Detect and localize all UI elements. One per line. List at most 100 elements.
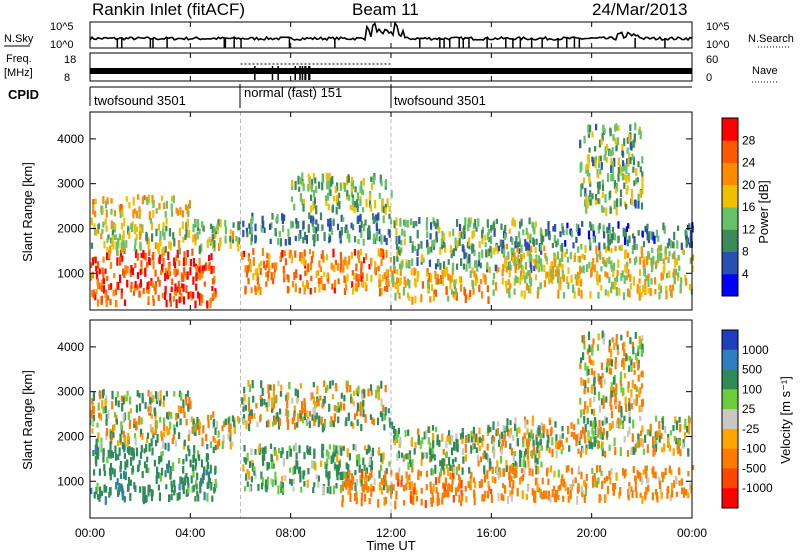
heatmap-cell	[524, 239, 527, 247]
heatmap-cell	[346, 274, 349, 282]
heatmap-cell	[380, 453, 383, 463]
heatmap-cell	[628, 486, 631, 495]
heatmap-cell	[578, 273, 581, 280]
heatmap-cell	[445, 266, 449, 276]
heatmap-cell	[464, 435, 468, 444]
heatmap-cell	[610, 238, 613, 244]
heatmap-cell	[303, 413, 307, 421]
heatmap-cell	[562, 445, 565, 451]
heatmap-cell	[110, 208, 113, 215]
heatmap-cell	[531, 415, 534, 422]
heatmap-cell	[622, 343, 625, 351]
colorbar-swatch	[722, 409, 738, 430]
heatmap-cell	[443, 232, 446, 241]
heatmap-cell	[195, 265, 198, 272]
heatmap-cell	[376, 417, 380, 426]
heatmap-cell	[394, 292, 397, 301]
heatmap-cell	[495, 218, 498, 224]
heatmap-cell	[611, 281, 614, 288]
heatmap-cell	[586, 200, 589, 209]
heatmap-cell	[148, 484, 151, 492]
heatmap-cell	[635, 399, 638, 406]
heatmap-cell	[467, 218, 470, 226]
heatmap-cell	[594, 481, 597, 488]
heatmap-cell	[570, 484, 573, 491]
heatmap-cell	[377, 499, 380, 508]
heatmap-cell	[276, 454, 279, 461]
heatmap-cell	[294, 442, 297, 452]
heatmap-cell	[170, 203, 173, 211]
heatmap-cell	[390, 190, 393, 199]
heatmap-cell	[90, 273, 93, 281]
heatmap-cell	[435, 231, 438, 241]
heatmap-cell	[630, 486, 633, 492]
heatmap-cell	[189, 291, 192, 298]
heatmap-cell	[597, 291, 600, 299]
heatmap-cell	[660, 252, 663, 262]
heatmap-cell	[673, 480, 676, 488]
heatmap-cell	[196, 424, 199, 430]
heatmap-cell	[221, 441, 224, 450]
heatmap-cell	[638, 278, 641, 284]
heatmap-cell	[229, 241, 232, 249]
heatmap-cell	[110, 436, 113, 445]
heatmap-cell	[488, 266, 491, 274]
heatmap-cell	[380, 258, 383, 266]
heatmap-cell	[169, 293, 172, 303]
heatmap-cell	[614, 137, 617, 145]
heatmap-cell	[505, 265, 508, 273]
heatmap-cell	[570, 467, 574, 475]
heatmap-cell	[634, 384, 637, 390]
heatmap-cell	[594, 420, 597, 430]
heatmap-cell	[296, 422, 299, 428]
heatmap-cell	[614, 446, 617, 456]
heatmap-cell	[214, 478, 217, 484]
heatmap-cell	[156, 433, 159, 443]
heatmap-cell	[623, 201, 627, 208]
heatmap-cell	[610, 390, 613, 398]
heatmap-cell	[320, 276, 323, 284]
heatmap-cell	[573, 424, 576, 431]
heatmap-cell	[260, 261, 263, 267]
heatmap-cell	[641, 252, 644, 259]
heatmap-cell	[277, 416, 280, 423]
heatmap-cell	[206, 492, 209, 502]
heatmap-cell	[432, 440, 435, 449]
heatmap-cell	[329, 486, 332, 495]
heatmap-cell	[375, 214, 378, 223]
heatmap-cell	[170, 286, 173, 293]
heatmap-cell	[530, 264, 533, 273]
heatmap-cell	[658, 291, 661, 300]
heatmap-cell	[308, 212, 311, 220]
heatmap-cell	[177, 286, 181, 293]
heatmap-cell	[409, 490, 412, 499]
heatmap-cell	[100, 296, 103, 306]
heatmap-cell	[596, 257, 599, 263]
heatmap-cell	[370, 274, 373, 283]
heatmap-cell	[109, 441, 112, 451]
heatmap-cell	[547, 478, 550, 486]
heatmap-cell	[106, 456, 109, 464]
heatmap-cell	[600, 470, 603, 477]
heatmap-cell	[444, 477, 447, 486]
heatmap-cell	[610, 164, 613, 173]
heatmap-cell	[425, 217, 429, 224]
heatmap-cell	[340, 402, 343, 409]
heatmap-cell	[245, 420, 248, 430]
heatmap-cell	[363, 484, 366, 490]
heatmap-cell	[473, 443, 476, 449]
heatmap-cell	[322, 255, 325, 262]
heatmap-cell	[383, 424, 386, 431]
heatmap-cell	[192, 276, 195, 285]
heatmap-cell	[566, 276, 569, 284]
heatmap-cell	[407, 462, 410, 471]
heatmap-cell	[208, 262, 211, 270]
heatmap-cell	[454, 278, 458, 284]
heatmap-cell	[136, 284, 139, 290]
heatmap-cell	[394, 281, 397, 290]
heatmap-cell	[579, 184, 583, 193]
heatmap-cell	[216, 440, 219, 450]
heatmap-cell	[119, 210, 122, 219]
heatmap-cell	[169, 300, 172, 307]
heatmap-cell	[566, 222, 569, 229]
